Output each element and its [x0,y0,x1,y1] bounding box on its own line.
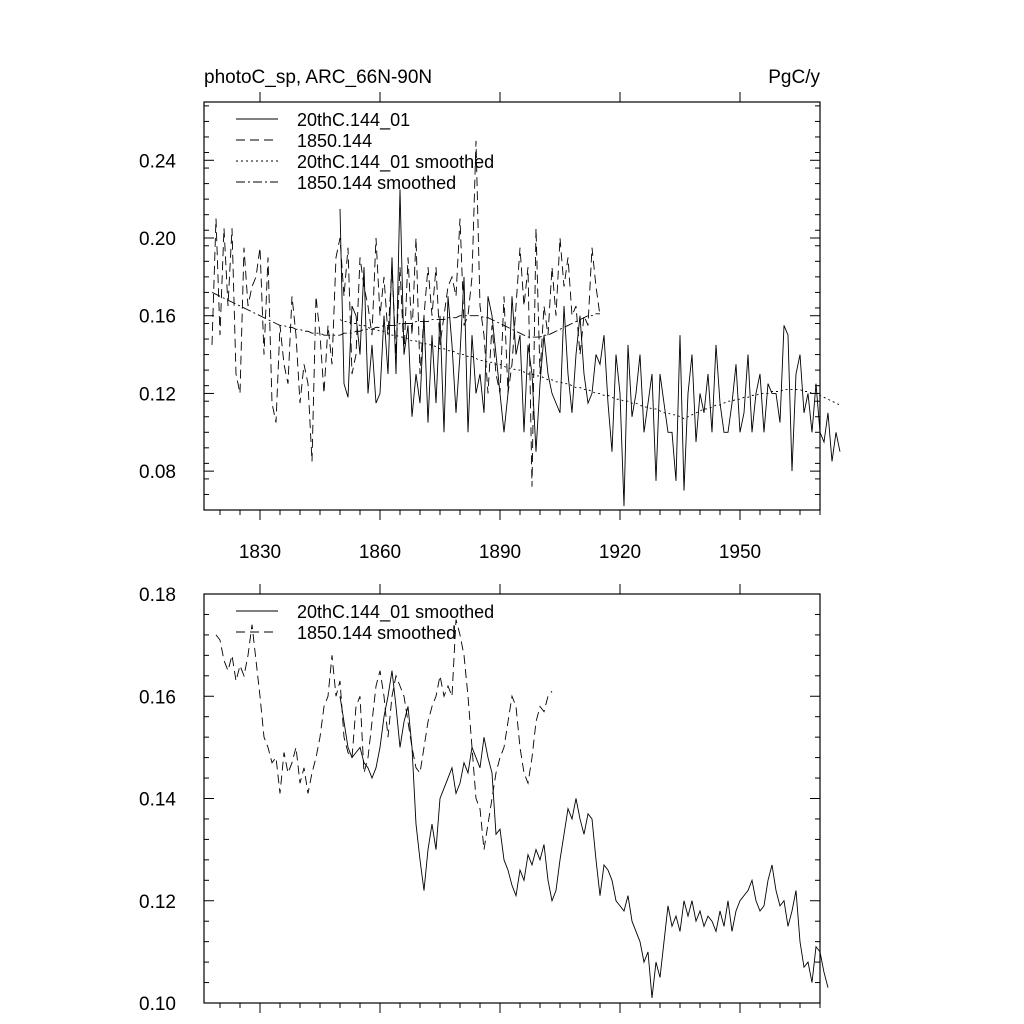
legend-label: 20thC.144_01 smoothed [297,602,494,623]
x-tick-label: 1890 [479,542,521,563]
y-tick-label: 0.16 [139,687,176,708]
y-tick-label: 0.20 [139,229,176,250]
series-line-solid [339,189,841,507]
series-line-dotted [339,319,841,420]
series-line-dashdot [211,291,600,338]
top-axis-tick-labels: 1830 1860 1890 1920 1950 0.08 0.12 0.16 0.20 0.24 [139,151,761,563]
x-tick-label: 1860 [359,542,401,563]
legend-label: 1850.144 smoothed [297,173,456,193]
bottom-plot-frame [203,593,821,1004]
x-tick-label: 1950 [719,542,761,563]
top-series-group [211,140,841,507]
legend-label: 20thC.144_01 smoothed [297,152,494,173]
x-tick-label: 1830 [239,542,281,563]
y-tick-label: 0.10 [139,994,176,1015]
top-plot-frame [203,101,821,511]
series-line-dashed [215,619,553,850]
bottom-axis-tick-labels: 0.10 0.12 0.14 0.16 0.18 [139,585,176,1015]
series-line-dashed [211,140,601,487]
y-tick-label: 0.12 [139,892,176,913]
legend-label: 1850.144 [297,131,372,151]
x-tick-label: 1920 [599,542,641,563]
top-axis-ticks [204,92,821,520]
y-tick-label: 0.24 [139,151,176,172]
series-line-solid [339,670,829,998]
chart-units-label: PgC/y [768,67,820,88]
bottom-series-group [215,619,829,998]
y-tick-label: 0.18 [139,585,176,606]
top-chart-panel: photoC_sp, ARC_66N-90N PgC/y 1830 1860 189… [139,67,841,563]
legend-label: 20thC.144_01 [297,110,410,131]
y-tick-label: 0.16 [139,307,176,328]
y-tick-label: 0.12 [139,384,176,405]
bottom-chart-panel: 0.10 0.12 0.14 0.16 0.18 20thC.144_01 smooth… [139,584,829,1015]
legend-label: 1850.144 smoothed [297,623,456,643]
bottom-axis-ticks [204,584,821,1013]
y-tick-label: 0.14 [139,790,176,811]
chart-title: photoC_sp, ARC_66N-90N [204,67,432,88]
y-tick-label: 0.08 [139,462,176,483]
